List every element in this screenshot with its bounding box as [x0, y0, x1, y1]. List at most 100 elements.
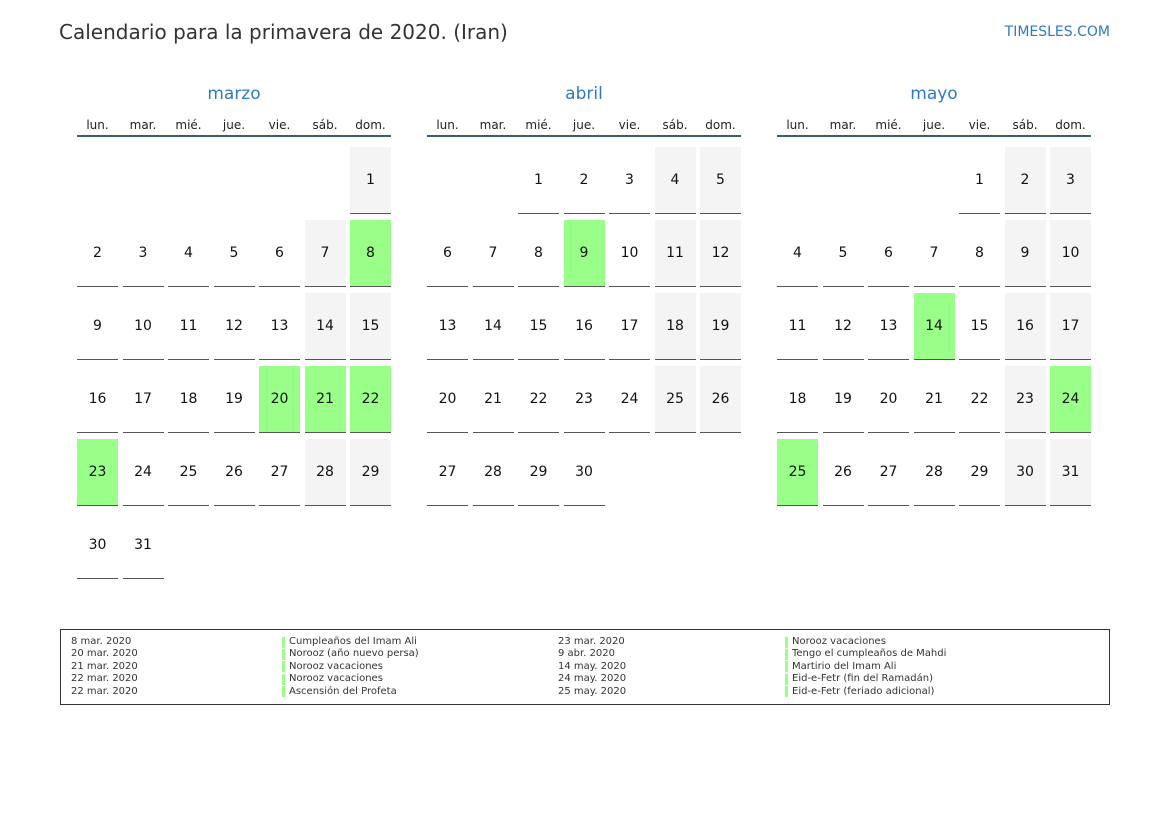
day-cell[interactable]: 9: [1004, 220, 1046, 287]
day-cell[interactable]: 16: [1004, 293, 1046, 360]
day-cell[interactable]: 6: [259, 220, 300, 287]
day-cell[interactable]: 11: [777, 293, 818, 360]
day-cell[interactable]: 25: [168, 439, 209, 506]
weekday-header: lun. mar. mié. jue. vie. sáb. dom.: [427, 110, 741, 137]
day-cell[interactable]: 19: [700, 293, 741, 360]
day-cell[interactable]: 17: [609, 293, 650, 360]
day-cell[interactable]: 13: [259, 293, 300, 360]
day-cell[interactable]: 3: [122, 220, 164, 287]
day-cell[interactable]: 30: [77, 512, 118, 579]
day-cell[interactable]: 12: [213, 293, 255, 360]
day-cell[interactable]: 13: [868, 293, 909, 360]
day-cell[interactable]: 1: [518, 147, 559, 214]
day-cell[interactable]: 18: [777, 366, 818, 433]
day-cell-holiday[interactable]: 21: [304, 366, 346, 433]
day-cell[interactable]: 31: [122, 512, 164, 579]
day-cell[interactable]: 6: [427, 220, 468, 287]
day-cell[interactable]: 5: [822, 220, 864, 287]
holiday-marker: [785, 648, 788, 660]
day-cell[interactable]: 15: [350, 293, 391, 360]
day-cell[interactable]: 7: [472, 220, 514, 287]
day-cell[interactable]: 21: [913, 366, 955, 433]
day-cell[interactable]: 2: [1004, 147, 1046, 214]
day-cell[interactable]: 31: [1050, 439, 1091, 506]
day-cell[interactable]: 17: [1050, 293, 1091, 360]
day-cell-holiday[interactable]: 24: [1050, 366, 1091, 433]
day-cell[interactable]: 28: [913, 439, 955, 506]
day-cell[interactable]: 4: [654, 147, 696, 214]
day-cell[interactable]: 23: [1004, 366, 1046, 433]
legend-holiday-name: Norooz vacaciones: [792, 636, 886, 647]
day-cell[interactable]: 26: [700, 366, 741, 433]
day-cell[interactable]: 5: [213, 220, 255, 287]
day-cell[interactable]: 11: [168, 293, 209, 360]
day-cell[interactable]: 28: [472, 439, 514, 506]
day-cell-holiday[interactable]: 8: [350, 220, 391, 287]
weekday-header: lun. mar. mié. jue. vie. sáb. dom.: [77, 110, 391, 137]
month-name: marzo: [207, 84, 261, 104]
day-cell[interactable]: 30: [563, 439, 605, 506]
day-cell[interactable]: 29: [959, 439, 1000, 506]
day-cell[interactable]: 30: [1004, 439, 1046, 506]
day-cell[interactable]: 5: [700, 147, 741, 214]
day-cell[interactable]: 2: [563, 147, 605, 214]
day-cell[interactable]: 8: [959, 220, 1000, 287]
day-cell[interactable]: 8: [518, 220, 559, 287]
day-cell[interactable]: 26: [822, 439, 864, 506]
day-cell[interactable]: 21: [472, 366, 514, 433]
day-cell-holiday[interactable]: 14: [913, 293, 955, 360]
day-cell[interactable]: 23: [563, 366, 605, 433]
day-cell-holiday[interactable]: 20: [259, 366, 300, 433]
day-cell[interactable]: 13: [427, 293, 468, 360]
day-cell-holiday[interactable]: 22: [350, 366, 391, 433]
day-cell[interactable]: 7: [913, 220, 955, 287]
day-cell[interactable]: 28: [304, 439, 346, 506]
day-cell[interactable]: 19: [822, 366, 864, 433]
day-cell[interactable]: 27: [868, 439, 909, 506]
month-name: abril: [565, 84, 603, 104]
day-cell[interactable]: 6: [868, 220, 909, 287]
brand-link[interactable]: TIMESLES.COM: [1004, 24, 1110, 40]
day-cell[interactable]: 9: [77, 293, 118, 360]
day-cell[interactable]: 25: [654, 366, 696, 433]
day-cell[interactable]: 10: [122, 293, 164, 360]
day-cell[interactable]: 22: [518, 366, 559, 433]
weekday-label: sáb.: [312, 118, 338, 132]
day-cell[interactable]: 10: [1050, 220, 1091, 287]
day-cell[interactable]: 18: [654, 293, 696, 360]
day-cell[interactable]: 20: [868, 366, 909, 433]
day-cell[interactable]: 10: [609, 220, 650, 287]
day-cell[interactable]: 11: [654, 220, 696, 287]
day-cell[interactable]: 4: [777, 220, 818, 287]
day-cell[interactable]: 12: [822, 293, 864, 360]
day-cell[interactable]: 2: [77, 220, 118, 287]
day-cell[interactable]: 1: [959, 147, 1000, 214]
day-cell[interactable]: 1: [350, 147, 391, 214]
day-cell[interactable]: 14: [304, 293, 346, 360]
day-cell[interactable]: 20: [427, 366, 468, 433]
day-cell[interactable]: 24: [122, 439, 164, 506]
day-cell[interactable]: 27: [259, 439, 300, 506]
day-cell-holiday[interactable]: 9: [563, 220, 605, 287]
day-cell[interactable]: 29: [518, 439, 559, 506]
day-cell[interactable]: 24: [609, 366, 650, 433]
day-cell[interactable]: 15: [959, 293, 1000, 360]
day-cell[interactable]: 3: [609, 147, 650, 214]
day-cell[interactable]: 12: [700, 220, 741, 287]
day-cell[interactable]: 16: [77, 366, 118, 433]
day-cell[interactable]: 19: [213, 366, 255, 433]
day-cell[interactable]: 4: [168, 220, 209, 287]
day-cell[interactable]: 26: [213, 439, 255, 506]
day-cell[interactable]: 22: [959, 366, 1000, 433]
day-cell[interactable]: 3: [1050, 147, 1091, 214]
day-cell[interactable]: 7: [304, 220, 346, 287]
day-cell[interactable]: 15: [518, 293, 559, 360]
day-cell[interactable]: 27: [427, 439, 468, 506]
day-cell-holiday[interactable]: 23: [77, 439, 118, 506]
day-cell[interactable]: 14: [472, 293, 514, 360]
day-cell[interactable]: 16: [563, 293, 605, 360]
day-cell-holiday[interactable]: 25: [777, 439, 818, 506]
day-cell[interactable]: 29: [350, 439, 391, 506]
day-cell[interactable]: 17: [122, 366, 164, 433]
day-cell[interactable]: 18: [168, 366, 209, 433]
